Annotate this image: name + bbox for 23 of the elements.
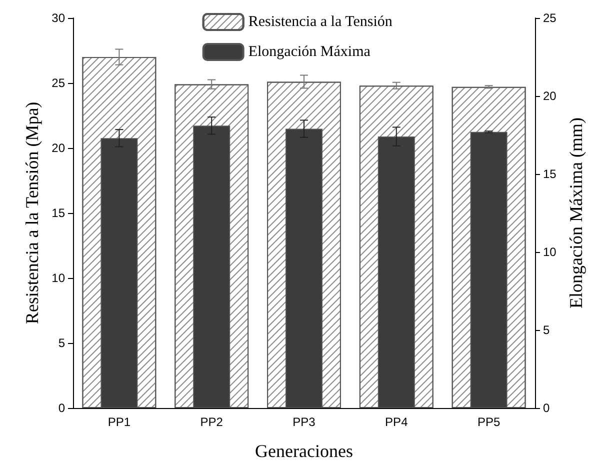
y-tick-label: 15: [52, 206, 66, 220]
y-tick-label: 30: [52, 11, 66, 25]
y-axis-title: Resistencia a la Tensión (Mpa): [22, 102, 42, 324]
y2-tick-label: 0: [543, 401, 550, 415]
legend-label: Elongación Máxima: [248, 44, 371, 60]
y-tick-label: 0: [58, 401, 66, 415]
x-tick-label: PP1: [108, 415, 131, 429]
y2-tick-label: 25: [543, 11, 557, 25]
legend-label: Resistencia a la Tensión: [248, 14, 393, 30]
y2-tick-label: 5: [543, 323, 550, 337]
y-tick-label: 5: [58, 336, 66, 350]
y2-tick-label: 15: [543, 167, 557, 181]
x-tick-label: PP5: [477, 415, 500, 429]
x-tick-label: PP3: [292, 415, 316, 429]
y2-axis-title: Elongación Máxima (mm): [566, 118, 586, 308]
y-tick-label: 25: [52, 76, 66, 90]
y-tick-label: 10: [52, 271, 66, 285]
y-tick-label: 20: [52, 141, 66, 155]
x-axis-title: Generaciones: [255, 441, 353, 461]
x-tick-label: PP2: [200, 415, 224, 429]
x-tick-label: PP4: [385, 415, 408, 429]
y2-tick-label: 10: [543, 245, 557, 259]
y2-tick-label: 20: [543, 89, 557, 103]
